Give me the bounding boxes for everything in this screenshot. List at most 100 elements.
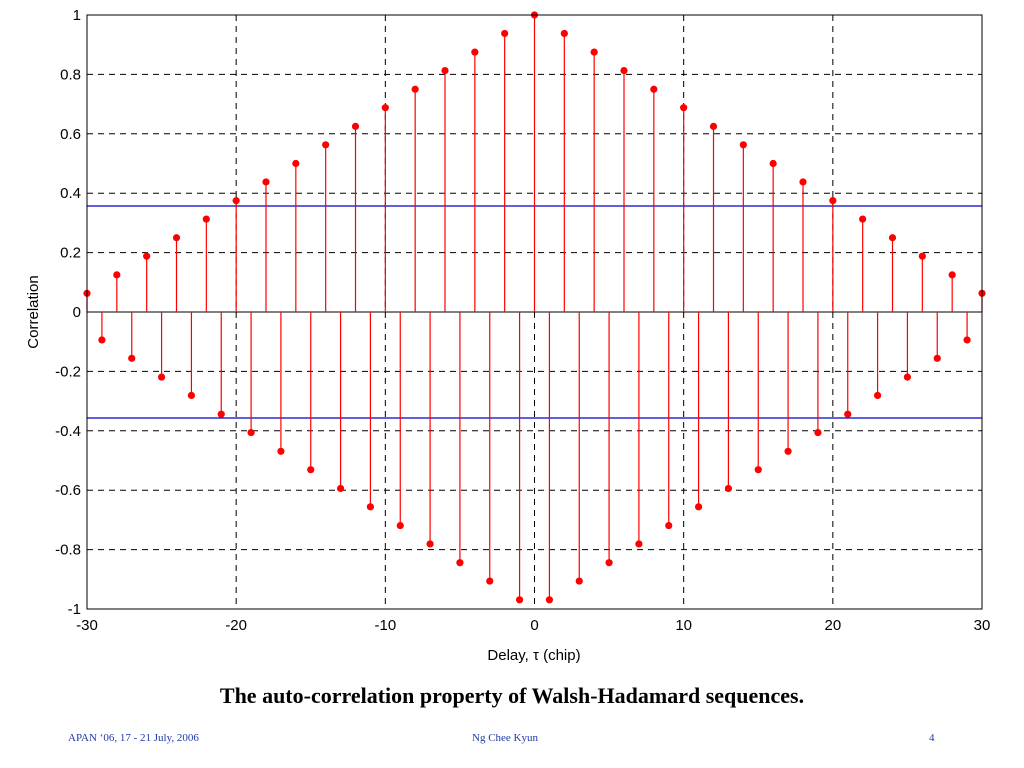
x-tick-label: 20 <box>824 617 841 634</box>
stem-marker <box>277 447 285 455</box>
stem-marker <box>784 447 792 455</box>
stem-marker <box>948 271 956 279</box>
x-tick-labels: -30 -20 -10 0 10 20 30 <box>76 617 990 634</box>
stem-point <box>501 29 509 312</box>
stems <box>83 11 986 604</box>
slide-caption: The auto-correlation property of Walsh-H… <box>219 683 805 708</box>
stem-point <box>426 312 434 548</box>
stem-point <box>680 104 688 312</box>
stem-point <box>754 312 762 474</box>
stem-point <box>948 271 956 312</box>
stem-marker <box>143 252 151 260</box>
stem-point <box>217 312 225 418</box>
stem-marker <box>307 466 315 474</box>
stem-point <box>441 66 449 312</box>
stem-point <box>486 312 494 585</box>
stem-marker <box>888 234 897 242</box>
y-tick-label: -0.8 <box>55 542 81 559</box>
stem-point <box>232 197 240 312</box>
y-tick-label: -0.2 <box>55 363 81 380</box>
stem-marker <box>545 596 554 604</box>
stem-point <box>247 312 255 437</box>
stem-point <box>784 312 792 455</box>
y-tick-label: 1 <box>73 7 81 24</box>
stem-point <box>560 29 568 312</box>
stem-point <box>590 48 598 312</box>
footer-author: Ng Chee Kyun <box>472 732 538 744</box>
stem-point <box>724 312 733 493</box>
stem-point <box>963 312 971 344</box>
stem-point <box>411 85 419 312</box>
stem-point <box>694 312 703 511</box>
stem-marker <box>575 577 583 585</box>
stem-marker <box>814 428 822 437</box>
stem-point <box>918 252 926 312</box>
stem-marker <box>650 85 658 93</box>
stem-marker <box>560 29 568 38</box>
footer-page-number: 4 <box>929 732 935 744</box>
y-tick-labels: -1 -0.8 -0.6 -0.4 -0.2 0 0.2 0.4 0.6 0.8 1 <box>55 7 81 618</box>
x-tick-label: 10 <box>675 617 692 634</box>
stem-marker <box>426 540 434 548</box>
stem-marker <box>441 66 449 75</box>
stem-point <box>709 122 718 312</box>
x-tick-label: -20 <box>225 617 247 634</box>
stem-point <box>933 312 941 362</box>
stem-marker <box>113 271 121 279</box>
stem-point <box>545 312 554 604</box>
stem-marker <box>590 48 598 56</box>
stem-marker <box>844 410 852 418</box>
stem-marker <box>665 521 673 530</box>
y-tick-label: 0 <box>73 304 81 321</box>
stem-marker <box>501 29 509 38</box>
stem-point <box>143 252 151 312</box>
stem-marker <box>187 391 196 400</box>
stem-point <box>157 312 166 381</box>
stem-marker <box>411 85 419 93</box>
stem-marker <box>486 577 494 585</box>
stem-point <box>739 141 747 312</box>
stem-marker <box>515 596 524 604</box>
stem-marker <box>232 197 240 205</box>
stem-marker <box>754 466 762 474</box>
stem-point <box>366 312 375 511</box>
stem-point <box>322 141 330 312</box>
stem-point <box>859 215 867 312</box>
footer-event: APAN ‘06, 17 - 21 July, 2006 <box>68 732 199 744</box>
y-tick-label: 0.6 <box>60 126 81 143</box>
stem-marker <box>903 373 912 381</box>
stem-point <box>635 312 643 548</box>
y-axis-label: Correlation <box>25 275 42 348</box>
stem-marker <box>680 104 688 112</box>
stem-marker <box>322 141 330 149</box>
stem-marker <box>635 540 643 548</box>
stem-marker <box>873 391 882 400</box>
stem-point <box>620 66 628 312</box>
stem-marker <box>128 354 136 362</box>
stem-point <box>814 312 822 437</box>
stem-marker <box>202 215 210 223</box>
stem-point <box>202 215 210 312</box>
stem-point <box>650 85 658 312</box>
stem-marker <box>605 559 613 567</box>
y-tick-label: -0.4 <box>55 423 81 440</box>
stem-point <box>515 312 524 604</box>
stem-point <box>277 312 285 455</box>
stem-point <box>888 234 897 312</box>
stem-point <box>351 122 360 312</box>
stem-marker <box>247 428 255 437</box>
stem-marker <box>963 336 971 344</box>
stem-point <box>873 312 882 400</box>
stem-point <box>262 178 270 312</box>
stem-point <box>292 159 300 312</box>
stem-point <box>381 104 389 312</box>
stem-marker <box>933 354 941 362</box>
y-tick-label: 0.4 <box>60 185 81 202</box>
correlation-stem-chart: -30 -20 -10 0 10 20 30 -1 -0.8 -0.6 -0.4 -0.2 0 0.2 0… <box>25 7 990 664</box>
stem-point <box>903 312 912 381</box>
stem-marker <box>799 178 807 186</box>
stem-marker <box>336 484 345 493</box>
stem-point <box>396 312 404 530</box>
stem-marker <box>471 48 479 56</box>
stem-marker <box>456 559 464 567</box>
